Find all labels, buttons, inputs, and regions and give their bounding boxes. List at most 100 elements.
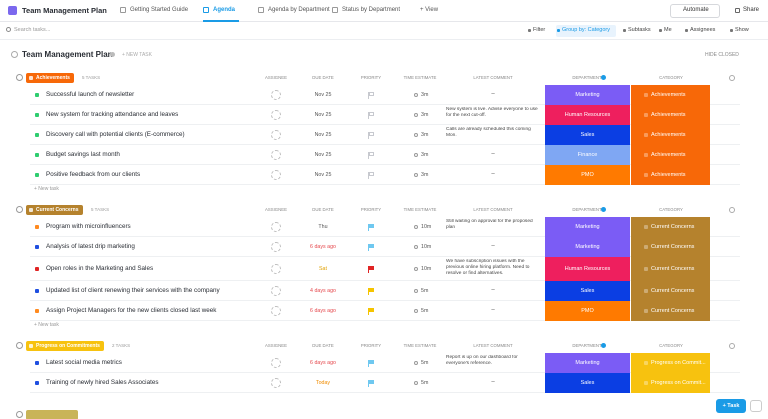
view-tab[interactable]: Agenda by Department [268, 7, 330, 13]
department-cell[interactable]: Finance [545, 145, 630, 165]
task-name[interactable]: New system for tracking attendance and l… [46, 111, 179, 118]
toolbar-button[interactable]: Me [664, 27, 672, 33]
category-cell[interactable]: Achievements [631, 105, 710, 125]
task-row[interactable] [30, 125, 740, 145]
group-collapse [16, 206, 23, 213]
hide-closed[interactable]: HIDE CLOSED [705, 52, 739, 58]
flag-cloth [369, 152, 374, 156]
new-task-row[interactable]: + New task [34, 186, 59, 192]
task-name[interactable]: Open roles in the Marketing and Sales [46, 265, 154, 272]
task-name[interactable]: Training of newly hired Sales Associates [46, 379, 159, 386]
task-row[interactable] [30, 165, 740, 185]
task-row[interactable] [30, 353, 740, 373]
toolbar-button-icon [659, 29, 662, 32]
assignee-avatar[interactable] [271, 242, 281, 252]
time-estimate: 3m [421, 172, 429, 178]
department-cell[interactable]: PMO [545, 165, 630, 185]
priority-flag [368, 308, 374, 315]
search-input[interactable]: Search tasks... [14, 27, 51, 33]
group-count: 5 TASKS [91, 207, 110, 212]
automate-label[interactable]: Automate [683, 7, 709, 13]
category-cell[interactable]: Current Concerns [631, 301, 710, 321]
assignee-avatar[interactable] [271, 150, 281, 160]
task-row[interactable] [30, 105, 740, 125]
task-name[interactable]: Discovery call with potential clients (E… [46, 131, 185, 138]
assignee-avatar[interactable] [271, 358, 281, 368]
task-row[interactable] [30, 85, 740, 105]
task-row[interactable] [30, 145, 740, 165]
assignee-avatar[interactable] [271, 222, 281, 232]
department-cell[interactable]: Marketing [545, 353, 630, 373]
new-task-link[interactable]: + NEW TASK [122, 52, 152, 58]
task-row[interactable] [30, 217, 740, 237]
task-name[interactable]: Positive feedback from our clients [46, 171, 141, 178]
toolbar-button[interactable]: Subtasks [628, 27, 651, 33]
assignee-avatar[interactable] [271, 110, 281, 120]
category-cell[interactable]: Current Concerns [631, 257, 710, 281]
task-name[interactable]: Latest social media metrics [46, 359, 122, 366]
view-tab[interactable]: Getting Started Guide [130, 7, 189, 13]
status-dot [35, 289, 39, 293]
view-tab[interactable]: Status by Department [342, 7, 401, 13]
share-label[interactable]: Share [743, 7, 760, 13]
department-cell[interactable]: Sales [545, 281, 630, 301]
department-cell[interactable]: PMO [545, 301, 630, 321]
latest-comment: – [491, 171, 495, 177]
assignee-avatar[interactable] [271, 130, 281, 140]
category-cell[interactable]: Progress on Commit... [631, 373, 710, 393]
assignee-avatar[interactable] [271, 170, 281, 180]
time-icon [414, 93, 418, 97]
department-cell[interactable]: Human Resources [545, 257, 630, 281]
category-icon [644, 173, 648, 177]
department-cell[interactable]: Marketing [545, 85, 630, 105]
task-name[interactable]: Budget savings last month [46, 151, 120, 158]
view-tab[interactable]: Agenda [213, 7, 236, 13]
add-column[interactable] [729, 343, 735, 349]
grid-button[interactable] [750, 400, 762, 412]
category-cell[interactable]: Achievements [631, 145, 710, 165]
add-column[interactable] [729, 75, 735, 81]
category-cell[interactable]: Achievements [631, 165, 710, 185]
task-name[interactable]: Program with microinfluencers [46, 223, 131, 230]
task-fab[interactable]: + Task [716, 399, 746, 413]
category-cell[interactable]: Achievements [631, 125, 710, 145]
category-cell[interactable]: Current Concerns [631, 237, 710, 257]
tab-icon [332, 7, 338, 13]
toolbar-button[interactable]: Show [735, 27, 749, 33]
new-task-row[interactable]: + New task [34, 322, 59, 328]
task-name[interactable]: Assign Project Managers for the new clie… [46, 307, 217, 314]
category-cell[interactable]: Current Concerns [631, 217, 710, 237]
toolbar-button[interactable]: Filter [533, 27, 546, 33]
category-cell[interactable]: Current Concerns [631, 281, 710, 301]
department-cell[interactable]: Marketing [545, 237, 630, 257]
view-tab[interactable]: + View [420, 7, 439, 13]
assignee-avatar[interactable] [271, 90, 281, 100]
task-name[interactable]: Successful launch of newsletter [46, 91, 135, 98]
department-cell[interactable]: Human Resources [545, 105, 630, 125]
toolbar-button[interactable]: Group by: Category [562, 27, 610, 33]
department-cell[interactable]: Sales [545, 125, 630, 145]
group-tag: Achievements [26, 73, 74, 83]
assignee-avatar[interactable] [271, 378, 281, 388]
category-icon [644, 93, 648, 97]
task-name[interactable]: Updated list of client renewing their se… [46, 287, 220, 294]
assignee-avatar[interactable] [271, 264, 281, 274]
flag-cloth [369, 380, 374, 384]
task-row[interactable] [30, 281, 740, 301]
toolbar-button[interactable]: Assignees [690, 27, 716, 33]
category-cell[interactable]: Achievements [631, 85, 710, 105]
priority-flag [368, 266, 374, 273]
task-name[interactable]: Analysis of latest drip marketing [46, 243, 135, 250]
task-row[interactable] [30, 257, 740, 281]
department-cell[interactable]: Marketing [545, 217, 630, 237]
collapse-toggle [11, 51, 18, 58]
add-column[interactable] [729, 207, 735, 213]
task-row[interactable] [30, 301, 740, 321]
category-icon [644, 267, 648, 271]
category-cell[interactable]: Progress on Commit... [631, 353, 710, 373]
assignee-avatar[interactable] [271, 286, 281, 296]
task-row[interactable] [30, 373, 740, 393]
task-row[interactable] [30, 237, 740, 257]
department-cell[interactable]: Sales [545, 373, 630, 393]
assignee-avatar[interactable] [271, 306, 281, 316]
